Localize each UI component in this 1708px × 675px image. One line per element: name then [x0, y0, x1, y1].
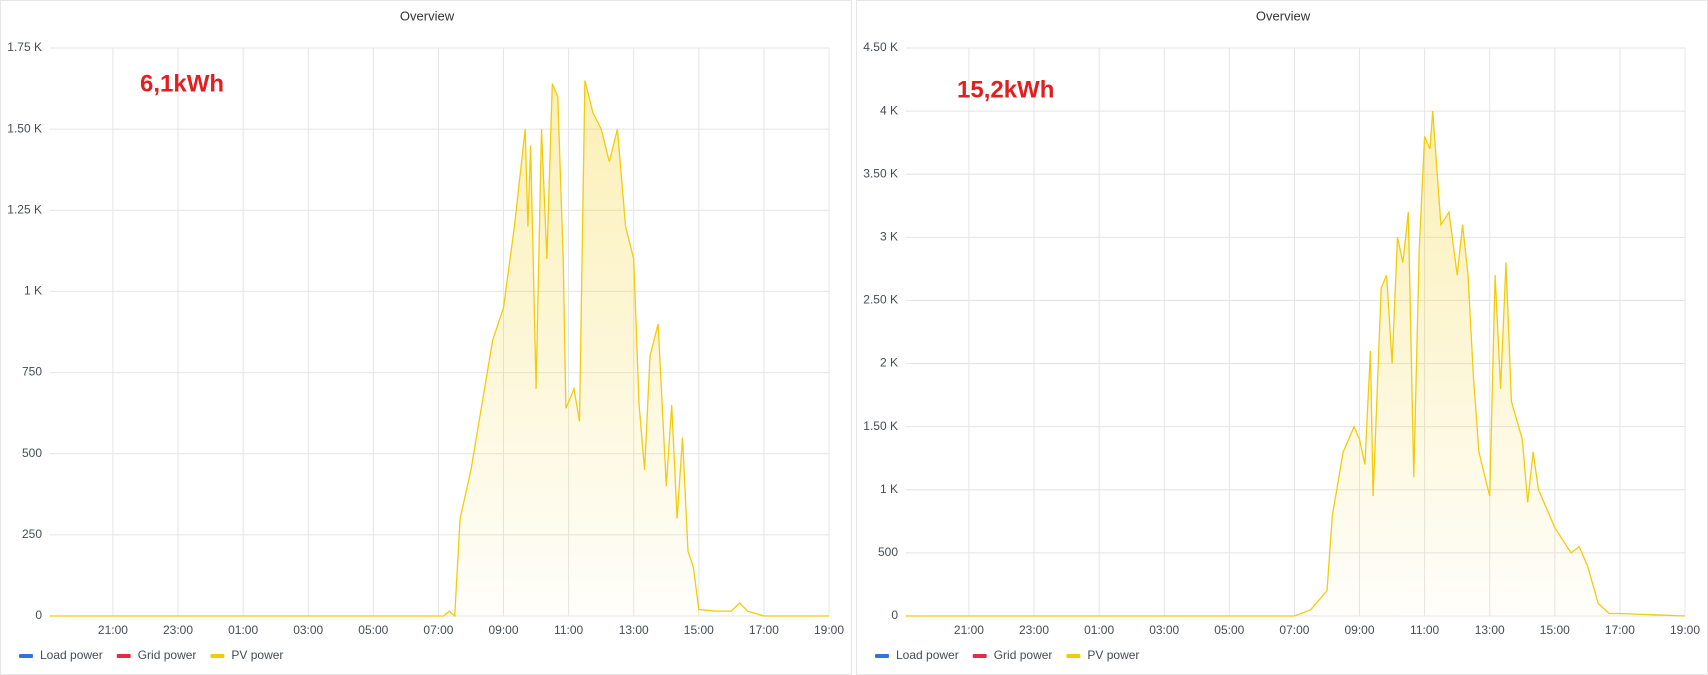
y-tick-label: 750 [22, 365, 42, 379]
legend-label: Grid power [138, 648, 197, 662]
y-tick-label: 3.50 K [863, 166, 898, 180]
x-tick-label: 15:00 [1540, 623, 1570, 637]
annotation: 6,1kWh [140, 70, 224, 97]
x-tick-label: 09:00 [488, 623, 518, 637]
legend-label: Grid power [994, 648, 1053, 662]
legend-label: PV power [231, 648, 283, 662]
x-tick-label: 17:00 [749, 623, 779, 637]
x-tick-label: 17:00 [1605, 623, 1635, 637]
y-tick-label: 1.50 K [7, 121, 42, 135]
legend-label: Load power [896, 648, 959, 662]
y-tick-label: 4 K [880, 103, 898, 117]
y-tick-label: 2 K [880, 356, 898, 370]
y-tick-label: 1.50 K [863, 419, 898, 433]
line [50, 80, 829, 618]
legend-swatch [210, 654, 225, 658]
x-tick-label: 01:00 [1084, 623, 1114, 637]
y-tick-label: 250 [22, 527, 42, 541]
y-tick-label: 0 [35, 608, 42, 622]
y-tick-label: 1 K [24, 284, 42, 298]
x-tick-label: 05:00 [358, 623, 388, 637]
x-tick-label: 07:00 [423, 623, 453, 637]
panel-title: Overview [400, 8, 455, 23]
x-tick-label: 21:00 [954, 623, 984, 637]
x-tick-label: 09:00 [1344, 623, 1374, 637]
x-tick-label: 19:00 [1670, 623, 1700, 637]
x-tick-label: 21:00 [98, 623, 128, 637]
line [906, 111, 1686, 617]
x-tick-label: 13:00 [1475, 623, 1505, 637]
annotation: 15,2kWh [957, 76, 1054, 103]
y-tick-label: 0 [891, 608, 898, 622]
y-tick-label: 4.50 K [863, 40, 898, 54]
x-tick-label: 03:00 [293, 623, 323, 637]
x-tick-label: 07:00 [1279, 623, 1309, 637]
x-tick-label: 11:00 [554, 623, 583, 637]
panel: Overview 0 250 500 750 1 K 1.25 K 1.50 K 1.75 K 2… [0, 0, 852, 675]
x-tick-label: 15:00 [684, 623, 714, 637]
x-tick-label: 01:00 [228, 623, 258, 637]
legend-swatch [972, 654, 987, 658]
x-tick-label: 19:00 [814, 623, 844, 637]
y-tick-label: 1.75 K [7, 40, 42, 54]
legend-swatch [116, 654, 131, 658]
panel: Overview 0 500 1 K 1.50 K 2 K 2.50 K 3 K 3.50 K 4… [856, 0, 1708, 675]
y-tick-label: 3 K [880, 230, 898, 244]
area [50, 80, 829, 616]
y-tick-label: 2.50 K [863, 293, 898, 307]
y-tick-label: 500 [878, 545, 898, 559]
x-tick-label: 11:00 [1410, 623, 1439, 637]
y-tick-label: 1 K [880, 482, 898, 496]
x-tick-label: 23:00 [163, 623, 193, 637]
y-tick-label: 1.25 K [7, 202, 42, 216]
y-tick-label: 500 [22, 446, 42, 460]
x-tick-label: 05:00 [1214, 623, 1244, 637]
x-tick-label: 03:00 [1149, 623, 1179, 637]
legend-swatch [19, 654, 33, 658]
legend-swatch [875, 654, 889, 658]
legend-swatch [1066, 654, 1081, 658]
legend-label: PV power [1087, 648, 1139, 662]
panel-title: Overview [1256, 8, 1311, 23]
x-tick-label: 23:00 [1019, 623, 1049, 637]
x-tick-label: 13:00 [619, 623, 649, 637]
legend-label: Load power [40, 648, 103, 662]
